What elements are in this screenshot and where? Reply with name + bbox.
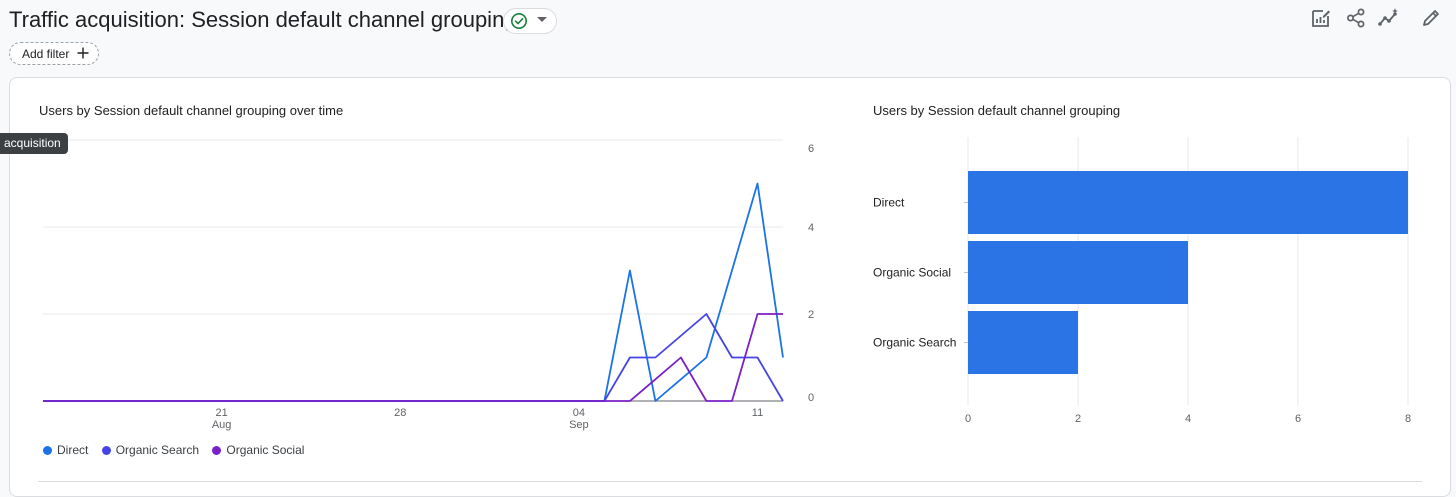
line-chart-legend: Direct Organic Search Organic Social bbox=[43, 443, 314, 457]
legend-label-organic-search: Organic Search bbox=[115, 443, 200, 457]
plus-icon bbox=[77, 47, 89, 59]
report-header: Traffic acquisition: Session default cha… bbox=[0, 0, 1456, 75]
status-dropdown[interactable] bbox=[503, 8, 557, 34]
add-filter-label: Add filter bbox=[22, 47, 70, 61]
caret-down-icon bbox=[537, 17, 547, 22]
add-filter-button[interactable]: Add filter bbox=[9, 42, 99, 65]
share-icon[interactable] bbox=[1345, 7, 1367, 29]
bottom-divider bbox=[38, 481, 1422, 482]
legend-label-organic-social: Organic Social bbox=[226, 443, 305, 457]
legend-dot-organic-social bbox=[212, 446, 222, 455]
legend-label-direct: Direct bbox=[57, 443, 89, 457]
page-title: Traffic acquisition: Session default cha… bbox=[9, 7, 517, 32]
bar-chart-title: Users by Session default channel groupin… bbox=[873, 103, 1121, 118]
check-circle-icon bbox=[511, 13, 527, 29]
legend-item-organic-social[interactable]: Organic Social bbox=[212, 443, 304, 457]
report-card bbox=[9, 77, 1451, 497]
legend-dot-direct bbox=[43, 446, 52, 455]
line-chart-title: Users by Session default channel groupin… bbox=[39, 103, 344, 118]
customize-report-icon[interactable] bbox=[1310, 7, 1332, 29]
edit-icon[interactable] bbox=[1420, 7, 1442, 29]
insights-icon[interactable] bbox=[1378, 7, 1400, 29]
legend-item-direct[interactable]: Direct bbox=[43, 443, 88, 457]
legend-item-organic-search[interactable]: Organic Search bbox=[101, 443, 200, 457]
legend-dot-organic-search bbox=[101, 446, 111, 455]
tooltip: acquisition bbox=[0, 133, 68, 154]
